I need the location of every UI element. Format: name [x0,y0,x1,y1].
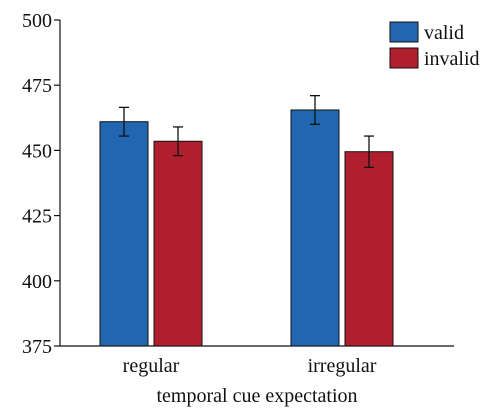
error-bars [119,94,374,169]
legend: valid invalid [389,21,480,70]
category-labels: regular irregular [123,355,377,377]
y-tick-label: 475 [22,75,52,97]
y-tick-label: 500 [22,10,52,32]
legend-label-invalid: invalid [424,48,480,70]
y-tick-label: 450 [22,140,52,162]
y-axis: 375 400 425 450 475 500 [22,10,61,358]
legend-swatch-valid [389,21,419,43]
y-tick-label: 425 [22,206,52,228]
legend-label-valid: valid [424,22,464,44]
bar-invalid-irregular [344,151,394,347]
bar-valid-regular [99,121,149,347]
legend-swatch-invalid [389,47,419,69]
category-label-irregular: irregular [308,355,377,377]
bar-valid-irregular [290,109,340,347]
x-axis-title: temporal cue expectation [156,385,357,407]
y-tick-label: 400 [22,271,52,293]
category-label-regular: regular [123,355,180,377]
bar-invalid-regular [153,140,203,347]
bars [99,109,394,347]
y-tick-label: 375 [22,336,52,358]
